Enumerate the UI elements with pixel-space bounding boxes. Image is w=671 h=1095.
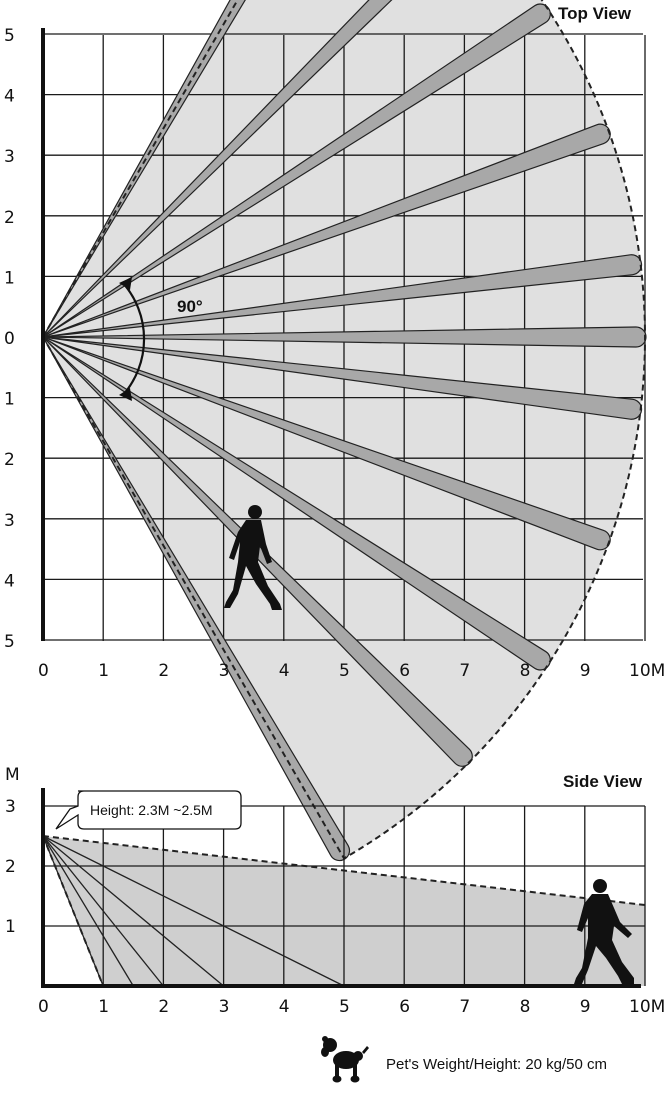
arrow-head-down-icon [119, 388, 132, 401]
top-y-tick-label: 1 [4, 268, 15, 288]
top-view-title: Top View [558, 4, 632, 23]
side-x-tick-label: 9 [580, 997, 591, 1017]
side-detection-ray [42, 835, 164, 987]
side-x-tick-label: 0 [38, 997, 49, 1017]
detection-beam [42, 254, 643, 338]
side-near-edge [42, 835, 105, 987]
side-x-tick-label: 6 [399, 997, 410, 1017]
top-coverage-outline [41, 0, 646, 860]
walking-person-icon [224, 505, 282, 610]
side-y-tick-labels: 3 2 1 [5, 797, 16, 937]
side-x-tick-label: 2 [158, 997, 169, 1017]
top-x-tick-label: 9 [580, 661, 591, 681]
side-y-tick-label: 2 [5, 857, 16, 877]
top-x-tick-labels: 0 1 2 3 4 5 6 7 8 9 10M [38, 661, 665, 681]
top-y-tick-label: 1 [4, 390, 15, 410]
top-x-tick-label: 8 [520, 661, 531, 681]
side-view-title: Side View [563, 772, 643, 791]
pet-note: Pet's Weight/Height: 20 kg/50 cm [321, 1036, 607, 1083]
side-view: M Side View 3 2 1 0 1 2 3 4 5 6 7 8 9 10M Height: 2.… [5, 765, 665, 1017]
side-detection-ray [42, 835, 225, 987]
top-y-tick-label: 0 [4, 329, 15, 349]
top-x-tick-label: 10M [629, 661, 665, 681]
top-x-tick-label: 0 [38, 661, 49, 681]
side-x-tick-label: 1 [98, 997, 109, 1017]
side-top-edge [42, 835, 646, 906]
detection-beam [42, 336, 551, 671]
side-detection-ray [42, 835, 345, 987]
top-x-tick-label: 2 [158, 661, 169, 681]
side-x-tick-label: 5 [339, 997, 350, 1017]
detection-beam [42, 0, 246, 338]
top-y-tick-label: 4 [4, 87, 15, 107]
top-x-tick-label: 1 [98, 661, 109, 681]
top-y-tick-labels: 5 4 3 2 1 0 1 2 3 4 5 [4, 26, 15, 652]
top-view: 90° Top View 5 4 3 2 1 0 1 2 3 4 5 0 1 2 3 4 5 6 7 8 9 10M [4, 0, 665, 862]
poodle-icon [321, 1036, 369, 1083]
top-y-tick-label: 3 [4, 147, 15, 167]
top-x-tick-label: 5 [339, 661, 350, 681]
side-y-tick-label: 3 [5, 797, 16, 817]
angle-label: 90° [177, 297, 203, 316]
top-y-tick-label: 4 [4, 571, 15, 591]
top-y-tick-label: 5 [4, 632, 15, 652]
side-y-unit: M [5, 765, 20, 785]
top-y-tick-label: 5 [4, 26, 15, 46]
side-x-tick-label: 7 [459, 997, 470, 1017]
top-x-tick-label: 4 [279, 661, 290, 681]
pet-weight-height-label: Pet's Weight/Height: 20 kg/50 cm [386, 1056, 607, 1073]
side-x-tick-label: 3 [219, 997, 230, 1017]
height-callout: Height: 2.3M ~2.5M [55, 790, 242, 830]
side-x-tick-label: 8 [520, 997, 531, 1017]
side-x-tick-label: 4 [279, 997, 290, 1017]
angle-indicator: 90° [119, 277, 203, 401]
walking-person-icon [574, 879, 634, 984]
side-y-tick-label: 1 [5, 917, 16, 937]
side-x-tick-labels: 0 1 2 3 4 5 6 7 8 9 10M [38, 997, 665, 1017]
arrow-head-up-icon [119, 277, 132, 290]
top-x-tick-label: 7 [459, 661, 470, 681]
side-detection-ray [42, 835, 134, 987]
detection-beam [42, 0, 393, 338]
side-x-tick-label: 10M [629, 997, 665, 1017]
top-x-tick-label: 3 [219, 661, 230, 681]
height-callout-text: Height: 2.3M ~2.5M [90, 802, 213, 818]
top-y-tick-label: 2 [4, 208, 15, 228]
top-x-tick-label: 6 [399, 661, 410, 681]
top-y-tick-label: 3 [4, 511, 15, 531]
top-y-tick-label: 2 [4, 450, 15, 470]
